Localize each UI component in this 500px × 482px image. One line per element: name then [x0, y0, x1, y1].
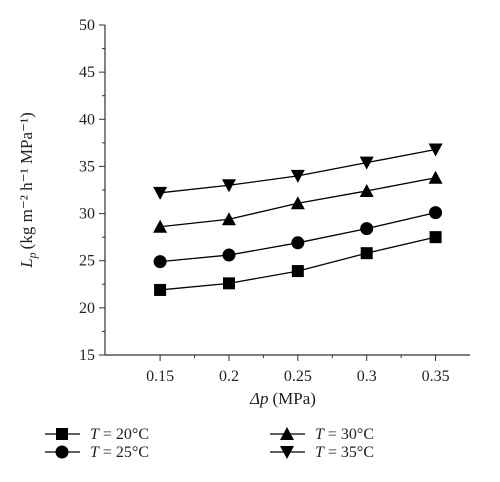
- legend-marker-triangle-up: [280, 427, 294, 440]
- legend-item: T = 30°C: [270, 426, 374, 443]
- y-axis-subscript: p: [25, 252, 39, 259]
- legend: T = 20°CT = 25°CT = 30°CT = 35°C: [45, 426, 374, 461]
- data-point-square: [222, 277, 235, 290]
- series-3: [153, 170, 443, 233]
- y-tick-label: 35: [79, 158, 95, 175]
- x-axis-ticks: 0.15 0.2 0.25 0.3 0.35: [146, 355, 450, 385]
- x-tick-label: 0.35: [422, 368, 450, 385]
- legend-var: T: [315, 426, 325, 443]
- legend-value: = 20°C: [99, 426, 149, 443]
- series-4: [153, 143, 443, 200]
- y-tick-label: 50: [79, 17, 95, 34]
- series-layer: [153, 143, 443, 296]
- data-point-triangle-up: [359, 183, 374, 197]
- legend-value: = 25°C: [99, 444, 149, 461]
- legend-var: T: [315, 444, 325, 461]
- x-tick-label: 0.25: [284, 368, 312, 385]
- data-point-circle: [222, 248, 236, 262]
- y-axis-symbol: L: [17, 258, 36, 268]
- data-point-triangle-down: [221, 179, 236, 193]
- y-tick-label: 20: [79, 300, 95, 317]
- legend-marker-circle: [55, 445, 69, 459]
- data-point-triangle-up: [428, 170, 443, 184]
- legend-var: T: [90, 444, 100, 461]
- legend-value: = 35°C: [324, 444, 374, 461]
- y-axis-ticks: 15 20 25 30 35 40 45 50: [79, 17, 105, 364]
- legend-marker-square: [56, 428, 68, 440]
- legend-marker-triangle-down: [280, 446, 294, 459]
- data-point-square: [291, 265, 304, 278]
- legend-value: = 30°C: [324, 426, 374, 443]
- legend-item: T = 20°C: [45, 426, 149, 443]
- data-point-circle: [429, 206, 443, 220]
- x-tick-label: 0.3: [357, 368, 377, 385]
- legend-label: T = 25°C: [90, 444, 149, 461]
- legend-var: T: [90, 426, 100, 443]
- y-tick-label: 30: [79, 206, 95, 223]
- data-point-square: [360, 247, 373, 260]
- data-point-triangle-up: [153, 219, 168, 233]
- data-point-triangle-down: [359, 156, 374, 170]
- legend-item: T = 35°C: [270, 444, 374, 461]
- legend-label: T = 20°C: [90, 426, 149, 443]
- y-tick-label: 25: [79, 253, 95, 270]
- y-tick-label: 15: [79, 347, 95, 364]
- legend-label: T = 35°C: [315, 444, 374, 461]
- x-axis-symbol: Δp: [249, 389, 268, 408]
- data-point-triangle-down: [428, 143, 443, 157]
- series-1: [154, 231, 442, 296]
- y-axis-title: Lp (kg m⁻² h⁻¹ MPa⁻¹): [17, 112, 39, 269]
- data-point-circle: [291, 236, 305, 250]
- data-point-circle: [153, 255, 167, 269]
- legend-item: T = 25°C: [45, 444, 149, 461]
- x-axis-title: Δp (MPa): [249, 389, 316, 408]
- data-point-triangle-down: [153, 186, 168, 200]
- x-tick-label: 0.15: [146, 368, 174, 385]
- data-point-triangle-down: [290, 169, 305, 183]
- legend-label: T = 30°C: [315, 426, 374, 443]
- y-tick-label: 40: [79, 111, 95, 128]
- data-point-square: [154, 283, 167, 296]
- data-point-triangle-up: [221, 212, 236, 226]
- series-2: [153, 206, 443, 269]
- data-point-circle: [360, 222, 374, 236]
- data-point-square: [429, 231, 442, 244]
- x-axis-unit: (MPa): [273, 389, 316, 408]
- y-tick-label: 45: [79, 64, 95, 81]
- data-point-triangle-up: [290, 196, 305, 210]
- x-tick-label: 0.2: [219, 368, 239, 385]
- y-axis-unit: (kg m⁻² h⁻¹ MPa⁻¹): [17, 112, 36, 249]
